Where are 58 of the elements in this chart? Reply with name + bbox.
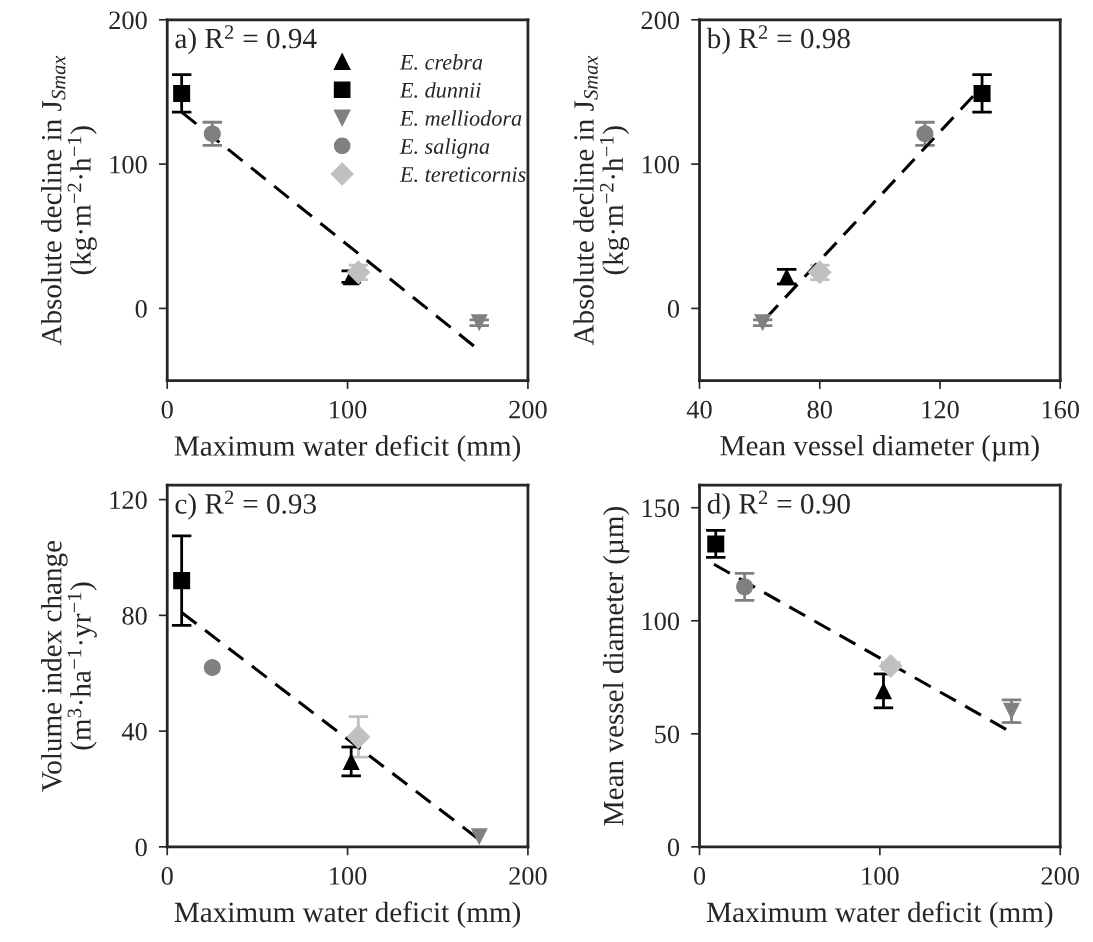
y-tick-label: 200 xyxy=(109,11,147,30)
point xyxy=(754,314,772,332)
point xyxy=(173,572,191,590)
y-tick-label: 150 xyxy=(642,499,680,518)
y-tick-label: 100 xyxy=(642,155,680,174)
y-tick-label: 50 xyxy=(655,725,680,744)
y-tick-label: 40 xyxy=(121,722,147,741)
point xyxy=(973,84,991,102)
y-tick-label: 0 xyxy=(667,838,680,857)
x-tick-label: 100 xyxy=(862,867,899,885)
point xyxy=(173,84,191,102)
legend-label: E. dunnii xyxy=(399,82,481,98)
legend-label: E. saligna xyxy=(399,138,490,159)
x-tick-label: 0 xyxy=(161,400,173,419)
y-tick-label: 100 xyxy=(110,155,147,174)
x-axis-title: Mean vessel diameter (µm) xyxy=(720,435,1039,462)
x-axis-title: Maximum water deficit (mm) xyxy=(706,901,1053,929)
annotation: b) R$^{2}$ = 0.98 xyxy=(706,25,850,55)
x-tick-label: 100 xyxy=(330,867,367,885)
point xyxy=(203,125,221,143)
point xyxy=(346,724,371,749)
x-axis-title: Maximum water deficit (mm) xyxy=(174,435,521,462)
y-tick-label: 120 xyxy=(110,491,147,510)
point xyxy=(878,653,903,679)
y-tick-label: 0 xyxy=(667,300,680,318)
x-tick-label: 200 xyxy=(1041,867,1079,885)
y-axis-title: Mean vessel diameter (µm) xyxy=(602,507,630,826)
point xyxy=(916,125,934,143)
x-tick-label: 80 xyxy=(807,400,832,419)
x-tick-label: 200 xyxy=(509,400,547,419)
legend-label: E. crebra xyxy=(399,54,483,70)
point xyxy=(707,535,725,553)
text: Absolute decline in J$_{Smax}$ (kg·m$^{−2}$·h$^{−1}$) xyxy=(573,55,630,346)
point xyxy=(736,578,754,596)
y-tick-label: 0 xyxy=(135,300,147,318)
x-tick-label: 0 xyxy=(161,867,173,885)
y-tick-label: 80 xyxy=(122,606,147,625)
x-tick-label: 160 xyxy=(1042,400,1079,419)
legend-label: E. tereticornis xyxy=(399,167,526,183)
point xyxy=(874,682,892,700)
x-tick-label: 40 xyxy=(686,400,712,419)
y-tick-label: 200 xyxy=(641,11,680,30)
point xyxy=(203,658,221,676)
x-tick-label: 120 xyxy=(922,400,959,419)
text: Absolute decline in J$_{Smax}$ (kg·m$^{−2}$·h$^{−1}$) xyxy=(41,55,97,346)
y-axis-title: Volume index change (m$^{3}$·ha$^{−1}$·yr$^{−1}$) xyxy=(41,540,97,792)
annotation: a) R$^{2}$ = 0.94 xyxy=(175,25,317,55)
legend-label: E. melliodora xyxy=(399,110,522,126)
annotation: d) R$^{2}$ = 0.90 xyxy=(707,490,850,520)
point xyxy=(470,828,488,846)
x-axis-title: Maximum water deficit (mm) xyxy=(174,901,521,929)
y-tick-label: 100 xyxy=(642,612,680,631)
x-tick-label: 100 xyxy=(330,400,367,419)
annotation: c) R$^{2}$ = 0.93 xyxy=(175,490,316,520)
point xyxy=(470,314,488,332)
x-tick-label: 200 xyxy=(509,867,547,885)
x-tick-label: 0 xyxy=(693,867,706,885)
y-tick-label: 0 xyxy=(135,838,147,857)
